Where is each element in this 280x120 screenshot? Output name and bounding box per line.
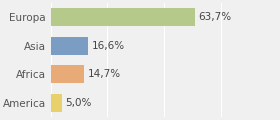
Bar <box>51 8 195 26</box>
Text: 63,7%: 63,7% <box>199 12 232 22</box>
Bar <box>51 37 88 55</box>
Text: 5,0%: 5,0% <box>66 98 92 108</box>
Text: 16,6%: 16,6% <box>92 41 125 51</box>
Bar <box>51 94 62 112</box>
Text: 14,7%: 14,7% <box>87 69 121 79</box>
Bar <box>51 65 84 83</box>
